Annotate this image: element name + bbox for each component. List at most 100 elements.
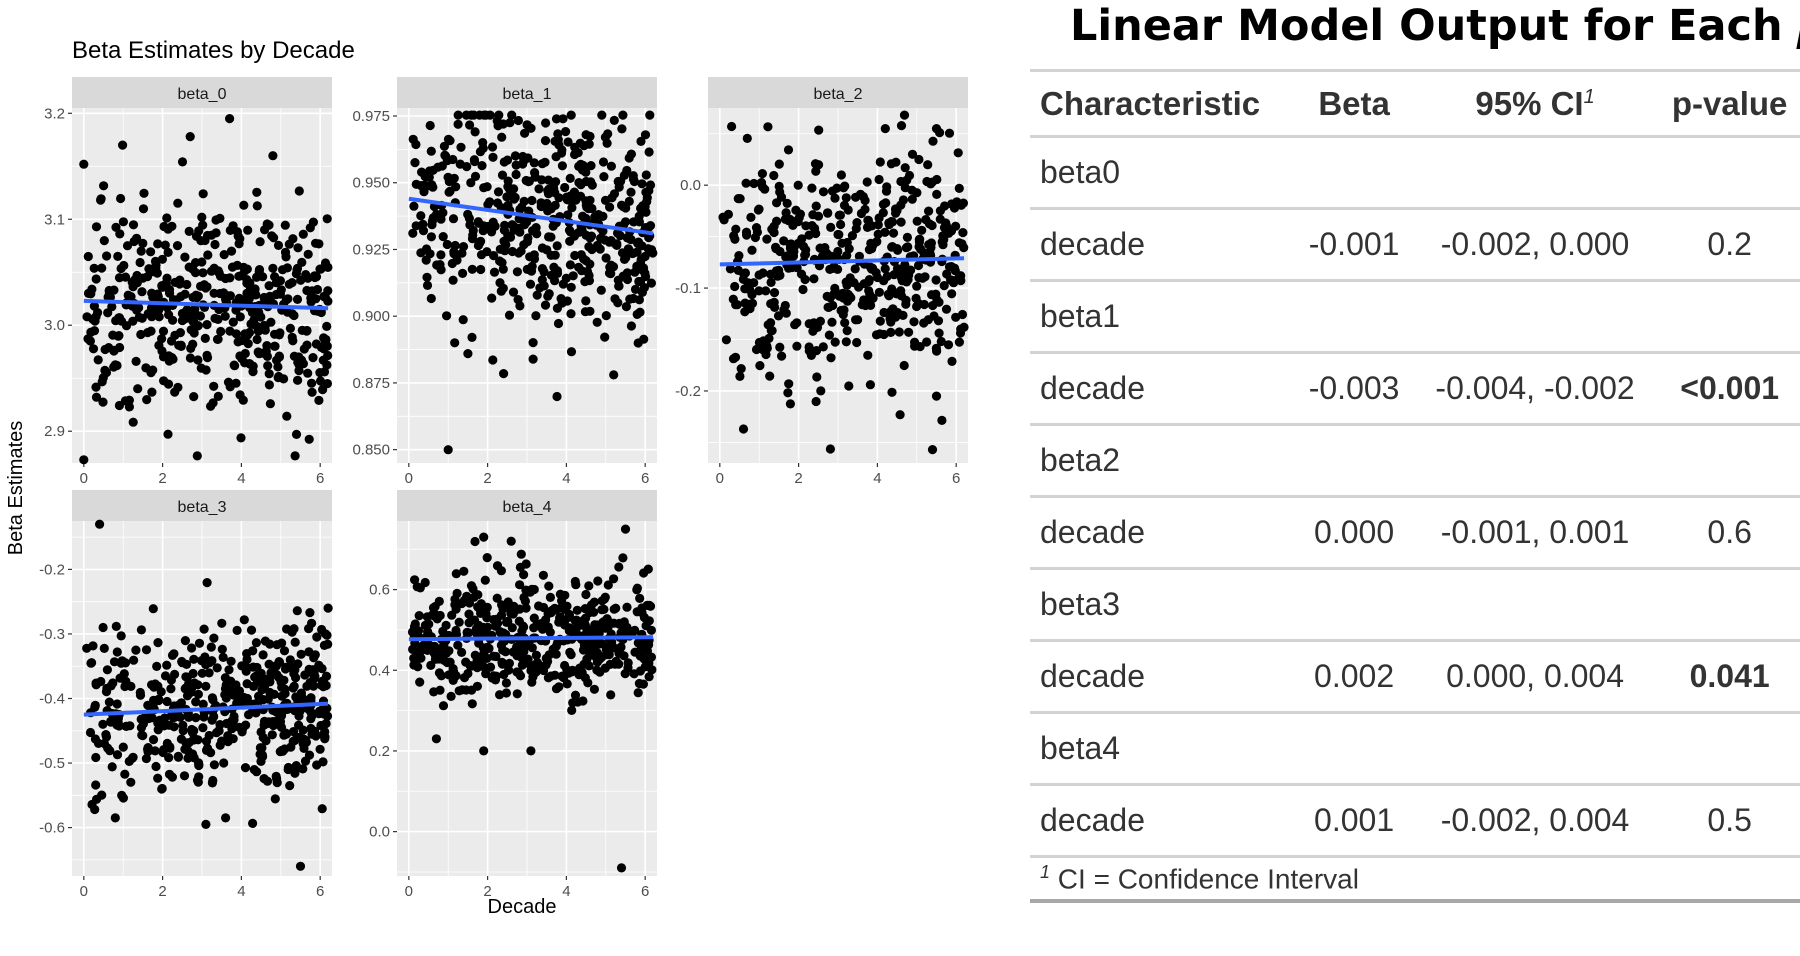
data-point [865,380,876,390]
data-point [495,627,505,637]
data-point [637,265,647,275]
data-point [951,312,961,322]
data-point [528,354,538,364]
data-point [482,642,492,652]
data-point [88,344,99,354]
data-point [107,762,117,772]
data-point [91,752,101,763]
data-point [91,780,101,790]
data-point [894,327,904,337]
data-point [939,281,949,291]
data-point [765,371,775,381]
data-point [839,305,849,315]
data-point [188,749,198,759]
data-point [304,647,314,657]
row-p [1655,713,1800,785]
data-point [826,222,836,232]
data-point [582,266,593,277]
x-tick-label: 2 [483,883,491,900]
data-point [646,625,657,635]
data-point [410,158,420,168]
data-point [782,198,792,208]
data-point [234,239,244,249]
data-point [208,695,218,705]
data-point [120,681,130,692]
data-point [238,395,248,405]
data-point [101,368,111,378]
data-point [120,658,130,668]
data-point [269,341,280,351]
data-point [495,256,505,266]
data-point [544,289,554,299]
data-point [515,204,525,214]
data-point [191,697,201,707]
data-point [642,197,652,207]
data-point [90,700,100,711]
data-point [932,346,942,356]
data-point [882,182,892,192]
data-point [562,296,573,306]
data-point [311,339,321,349]
data-point [912,216,922,226]
data-point [525,660,536,670]
data-point [306,714,316,724]
data-point [112,360,122,371]
data-point [761,286,771,296]
data-point [198,220,208,230]
data-point [475,147,485,157]
data-point [264,281,274,291]
data-point [825,444,836,454]
data-point [565,623,575,633]
data-point [514,616,524,626]
data-point [487,142,498,152]
data-point [482,247,492,257]
data-point [860,299,870,309]
data-point [442,657,452,668]
data-point [242,654,252,665]
data-point [609,370,619,380]
data-point [824,330,835,340]
data-point [644,672,654,682]
data-point [206,266,217,276]
data-point [501,678,511,688]
data-point [245,359,255,369]
data-point [730,352,741,362]
data-point [323,639,333,649]
x-tick-label: 6 [316,470,324,487]
data-point [296,355,307,365]
data-point [562,679,572,689]
data-point [811,166,821,176]
data-point [113,331,123,341]
data-point [189,392,199,402]
data-point [557,161,568,171]
data-point [493,618,503,629]
data-point [168,315,178,325]
data-point [463,349,473,359]
data-point [763,122,773,132]
data-point [600,195,611,205]
data-point [550,603,560,613]
data-point [872,237,882,247]
data-point [833,246,843,257]
data-point [839,183,849,193]
y-tick-label: 0.0 [369,824,390,841]
data-point [581,196,591,206]
data-point [529,623,539,633]
data-point [470,171,481,181]
data-point [97,377,107,387]
data-point [553,318,564,329]
data-point [219,758,229,768]
data-point [267,231,277,241]
data-point [766,269,776,279]
data-point [499,157,509,167]
data-point [98,622,108,633]
data-point [561,273,571,283]
data-point [79,159,89,169]
data-point [478,622,488,633]
data-point [307,286,317,296]
data-point [872,272,883,283]
data-point [175,275,185,285]
data-point [495,690,505,700]
data-point [613,228,623,238]
data-point [858,192,868,202]
